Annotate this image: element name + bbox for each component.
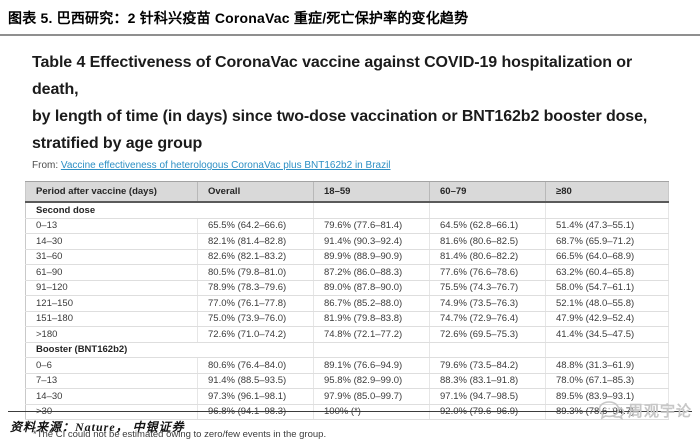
watermark: 周观宇论 [598, 398, 692, 422]
cell-overall: 97.3% (96.1–98.1) [197, 388, 314, 405]
empty-cell [429, 342, 546, 358]
cell-80plus: 48.8% (31.3–61.9) [545, 357, 669, 374]
table-footnote: *The CI could not be estimated owing to … [33, 429, 327, 440]
table-row: 14–30 97.3% (96.1–98.1) 97.9% (85.0–99.7… [25, 388, 669, 405]
watermark-text: 周观宇论 [627, 402, 692, 420]
cell-period: 121–150 [25, 295, 198, 312]
cell-80plus: 89.5% (83.9–93.1) [545, 388, 669, 405]
cell-period: 31–60 [25, 249, 198, 265]
cell-18-59: 89.9% (88.9–90.9) [313, 249, 430, 265]
section-row-booster: Booster (BNT162b2) [25, 342, 669, 358]
cell-60-79: 81.6% (80.6–82.5) [429, 233, 546, 250]
from-label: From: [32, 160, 59, 171]
table-caption-line-1: Table 4 Effectiveness of CoronaVac vacci… [32, 54, 633, 98]
section-label: Booster (BNT162b2) [25, 342, 314, 358]
section-row-second-dose: Second dose [25, 202, 669, 219]
cell-60-79: 79.6% (73.5–84.2) [429, 357, 546, 374]
cell-18-59: 91.4% (90.3–92.4) [313, 233, 430, 250]
figure-title: 图表 5. 巴西研究：2 针科兴疫苗 CoronaVac 重症/死亡保护率的变化… [8, 10, 469, 26]
cell-overall: 82.1% (81.4–82.8) [197, 233, 314, 250]
cell-18-59: 97.9% (85.0–99.7) [313, 388, 430, 405]
cell-period: >180 [25, 326, 198, 343]
col-header-18-59: 18–59 [313, 181, 430, 203]
chat-bubbles-icon [598, 400, 625, 421]
cell-60-79: 81.4% (80.6–82.2) [429, 249, 546, 265]
cell-period: 0–6 [25, 357, 198, 374]
cell-18-59: 87.2% (86.0–88.3) [313, 264, 430, 281]
cell-18-59: 74.8% (72.1–77.2) [313, 326, 430, 343]
cell-18-59: 81.9% (79.8–83.8) [313, 311, 430, 327]
cell-80plus: 51.4% (47.3–55.1) [545, 218, 669, 234]
cell-18-59: 89.0% (87.8–90.0) [313, 280, 430, 296]
cell-period: 91–120 [25, 280, 198, 296]
cell-period: 61–90 [25, 264, 198, 281]
title-divider [0, 34, 700, 36]
cell-80plus: 47.9% (42.9–52.4) [545, 311, 669, 327]
cell-60-79: 77.6% (76.6–78.6) [429, 264, 546, 281]
cell-overall: 75.0% (73.9–76.0) [197, 311, 314, 327]
empty-cell [429, 202, 546, 219]
source-attribution: 资料来源：Nature， 中银证券 [10, 420, 185, 434]
cell-80plus: 68.7% (65.9–71.2) [545, 233, 669, 250]
table-row: 14–30 82.1% (81.4–82.8) 91.4% (90.3–92.4… [25, 233, 669, 250]
table-caption: Table 4 Effectiveness of CoronaVac vacci… [32, 49, 672, 157]
table-row: 0–6 80.6% (76.4–84.0) 89.1% (76.6–94.9) … [25, 357, 669, 374]
table-row: 151–180 75.0% (73.9–76.0) 81.9% (79.8–83… [25, 311, 669, 327]
table-row: 31–60 82.6% (82.1–83.2) 89.9% (88.9–90.9… [25, 249, 669, 265]
table-row: 91–120 78.9% (78.3–79.6) 89.0% (87.8–90.… [25, 280, 669, 296]
cell-period: 0–13 [25, 218, 198, 234]
cell-80plus: 52.1% (48.0–55.8) [545, 295, 669, 312]
empty-cell [545, 202, 669, 219]
cell-18-59: 86.7% (85.2–88.0) [313, 295, 430, 312]
cell-80plus: 63.2% (60.4–65.8) [545, 264, 669, 281]
cell-60-79: 74.9% (73.5–76.3) [429, 295, 546, 312]
cell-overall: 65.5% (64.2–66.6) [197, 218, 314, 234]
cell-60-79: 74.7% (72.9–76.4) [429, 311, 546, 327]
cell-18-59: 79.6% (77.6–81.4) [313, 218, 430, 234]
cell-18-59: 95.8% (82.9–99.0) [313, 373, 430, 389]
cell-80plus: 58.0% (54.7–61.1) [545, 280, 669, 296]
empty-cell [313, 342, 430, 358]
col-header-60-79: 60–79 [429, 181, 546, 203]
cell-period: 151–180 [25, 311, 198, 327]
cell-80plus: 41.4% (34.5–47.5) [545, 326, 669, 343]
table-row: 0–13 65.5% (64.2–66.6) 79.6% (77.6–81.4)… [25, 218, 669, 234]
empty-cell [545, 342, 669, 358]
cell-overall: 80.6% (76.4–84.0) [197, 357, 314, 374]
table-header-row: Period after vaccine (days) Overall 18–5… [25, 181, 669, 203]
table-caption-line-2: by length of time (in days) since two-do… [32, 108, 648, 125]
col-header-80plus: ≥80 [545, 181, 669, 203]
section-label: Second dose [25, 202, 314, 219]
footer-divider [8, 411, 692, 412]
effectiveness-table: Period after vaccine (days) Overall 18–5… [25, 181, 669, 420]
col-header-period: Period after vaccine (days) [25, 181, 198, 203]
cell-overall: 78.9% (78.3–79.6) [197, 280, 314, 296]
cell-60-79: 75.5% (74.3–76.7) [429, 280, 546, 296]
table-row: 121–150 77.0% (76.1–77.8) 86.7% (85.2–88… [25, 295, 669, 312]
table-row: 61–90 80.5% (79.8–81.0) 87.2% (86.0–88.3… [25, 264, 669, 281]
cell-60-79: 88.3% (83.1–91.8) [429, 373, 546, 389]
cell-overall: 72.6% (71.0–74.2) [197, 326, 314, 343]
cell-overall: 91.4% (88.5–93.5) [197, 373, 314, 389]
cell-period: 14–30 [25, 233, 198, 250]
cell-period: 14–30 [25, 388, 198, 405]
cell-overall: 77.0% (76.1–77.8) [197, 295, 314, 312]
cell-80plus: 78.0% (67.1–85.3) [545, 373, 669, 389]
table-row: 7–13 91.4% (88.5–93.5) 95.8% (82.9–99.0)… [25, 373, 669, 389]
cell-60-79: 72.6% (69.5–75.3) [429, 326, 546, 343]
cell-overall: 82.6% (82.1–83.2) [197, 249, 314, 265]
source-from-line: From: Vaccine effectiveness of heterolog… [32, 160, 672, 171]
cell-60-79: 97.1% (94.7–98.5) [429, 388, 546, 405]
cell-80plus: 66.5% (64.0–68.9) [545, 249, 669, 265]
article-body: Table 4 Effectiveness of CoronaVac vacci… [0, 49, 700, 440]
paper-link[interactable]: Vaccine effectiveness of heterologous Co… [60, 160, 391, 171]
cell-overall: 80.5% (79.8–81.0) [197, 264, 314, 281]
table-caption-line-3: stratified by age group [32, 135, 203, 152]
empty-cell [313, 202, 430, 219]
col-header-overall: Overall [197, 181, 314, 203]
cell-60-79: 64.5% (62.8–66.1) [429, 218, 546, 234]
cell-period: 7–13 [25, 373, 198, 389]
table-row: >180 72.6% (71.0–74.2) 74.8% (72.1–77.2)… [25, 326, 669, 343]
cell-18-59: 89.1% (76.6–94.9) [313, 357, 430, 374]
